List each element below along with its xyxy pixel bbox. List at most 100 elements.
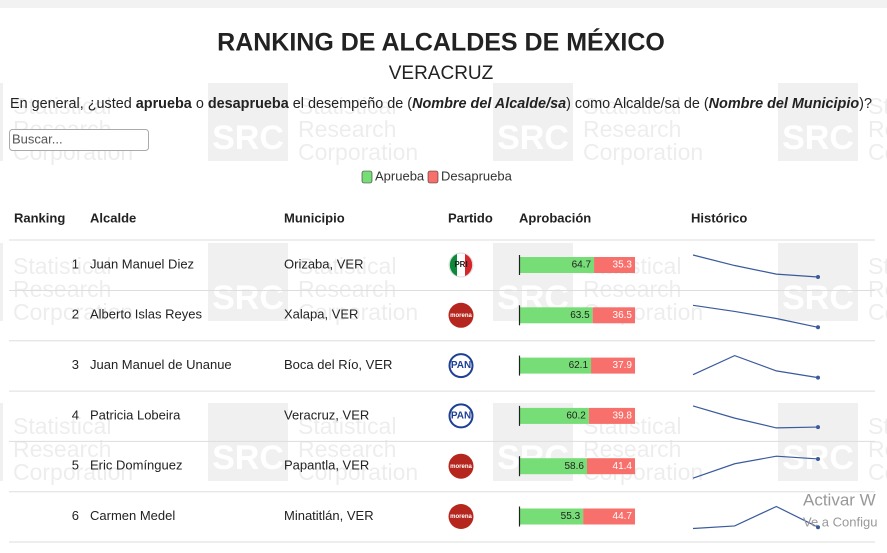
watermark-text: Statistical	[298, 413, 396, 439]
watermark-text: Statistical	[13, 253, 111, 279]
disapprove-bar	[594, 257, 635, 273]
mayor-name: Eric Domínguez	[90, 458, 182, 473]
history-line	[692, 354, 819, 379]
mayor-name: Juan Manuel Diez	[90, 256, 194, 271]
subtitle: VERACRUZ	[389, 63, 494, 84]
top-shadow	[0, 0, 887, 8]
legend-swatch	[361, 170, 373, 184]
rank: 5	[72, 458, 79, 473]
question: En general, ¿usted aprueba o desaprueba …	[10, 95, 872, 112]
watermark-text: Statistical	[298, 253, 396, 279]
municipality: Boca del Río, VER	[284, 357, 392, 372]
watermark-text: Research	[583, 276, 681, 302]
title: RANKING DE ALCALDES DE MÉXICO	[217, 28, 665, 57]
watermark-logo-box	[208, 403, 288, 481]
activation-subtitle: Ve a Configu	[803, 514, 877, 529]
approve-bar	[519, 458, 587, 475]
column-header: Aprobación	[519, 210, 591, 225]
history-line	[692, 304, 819, 328]
watermark-text: Research	[868, 436, 887, 462]
watermark-text: Corporation	[583, 139, 703, 165]
watermark-text: Corporation	[13, 299, 133, 325]
watermark-text: Research	[583, 116, 681, 142]
watermark-text: Statistical	[13, 93, 111, 119]
history-line	[692, 455, 819, 479]
column-header: Ranking	[14, 210, 65, 225]
watermark-text: Research	[298, 436, 396, 462]
mayor-name: Alberto Islas Reyes	[90, 307, 202, 322]
watermark-logo: SRC	[782, 279, 854, 317]
approve-bar	[519, 357, 592, 374]
disapprove-bar	[591, 357, 635, 374]
history-point	[816, 456, 820, 461]
approve-bar	[519, 407, 589, 424]
legend-swatch	[427, 170, 439, 184]
column-header: Alcalde	[90, 210, 136, 225]
question-text: el desempeño de (	[289, 95, 412, 112]
disapprove-bar	[586, 458, 635, 475]
watermark-logo: SRC	[782, 119, 854, 157]
mayor-name: Patricia Lobeira	[90, 407, 181, 422]
watermark-text: Statistical	[868, 253, 887, 279]
history-line	[692, 405, 819, 429]
watermark-text: Corporation	[298, 299, 418, 325]
rank: 3	[72, 357, 79, 372]
party-label: morena	[450, 313, 472, 319]
watermark-text: Corporation	[298, 139, 418, 165]
watermark-text: Statistical	[13, 413, 111, 439]
search-input[interactable]	[9, 129, 149, 151]
disapprove-bar	[592, 307, 635, 324]
approve-label: 55.3	[561, 511, 581, 522]
history-point	[816, 375, 820, 380]
watermark-logo-box	[208, 83, 288, 161]
approve-label: 62.1	[569, 360, 589, 371]
municipality: Orizaba, VER	[284, 256, 363, 271]
disapprove-label: 44.7	[613, 511, 633, 522]
party-logo-red	[465, 254, 473, 276]
question-text: Nombre del Alcalde/sa	[412, 95, 566, 112]
column-header: Municipio	[284, 210, 345, 225]
disapprove-label: 35.3	[613, 260, 633, 271]
watermark-logo-box	[493, 83, 573, 161]
watermark-logo-box	[778, 243, 858, 321]
history-point	[816, 425, 820, 430]
watermark-logo: SRC	[212, 119, 284, 157]
approve-bar	[519, 257, 595, 273]
watermark-text: Research	[868, 276, 887, 302]
party-logo	[448, 403, 474, 429]
disapprove-label: 37.9	[613, 360, 633, 371]
history-point	[816, 525, 820, 530]
table: Ranking Alcalde Municipio Partido Aprobación…	[9, 210, 875, 543]
watermark-layer: SRCStatisticalResearchCorporationSRCStat…	[0, 0, 887, 485]
party-label: PRI	[454, 260, 467, 269]
watermark-text: Corporation	[868, 299, 887, 325]
party-label: morena	[450, 514, 472, 520]
search-placeholder: Buscar...	[12, 131, 63, 146]
watermark-logo-box	[208, 243, 288, 321]
approve-label: 64.7	[572, 260, 592, 271]
party-logo	[448, 302, 474, 328]
watermark-text: Corporation	[298, 459, 418, 485]
party-logo	[448, 453, 474, 479]
watermark-text: Corporation	[13, 459, 133, 485]
watermark-text: Statistical	[583, 93, 681, 119]
history-line	[692, 505, 819, 530]
legend-label: Aprueba	[375, 168, 425, 183]
party-logo-green	[449, 254, 457, 276]
history-point	[816, 325, 820, 330]
watermark-text: Research	[13, 276, 111, 302]
party-logo	[448, 504, 474, 529]
municipality: Veracruz, VER	[284, 407, 369, 422]
party-logo	[448, 353, 474, 379]
question-text: aprueba	[136, 95, 193, 112]
disapprove-label: 36.5	[613, 310, 633, 321]
legend-label: Desaprueba	[441, 168, 513, 183]
party-label: PAN	[451, 411, 471, 422]
watermark-logo-box	[0, 403, 3, 481]
rank: 1	[72, 256, 79, 271]
watermark-logo: SRC	[212, 439, 284, 477]
watermark-logo-box	[0, 243, 3, 321]
legend: Aprueba Desaprueba	[361, 168, 513, 184]
municipality: Papantla, VER	[284, 458, 369, 473]
